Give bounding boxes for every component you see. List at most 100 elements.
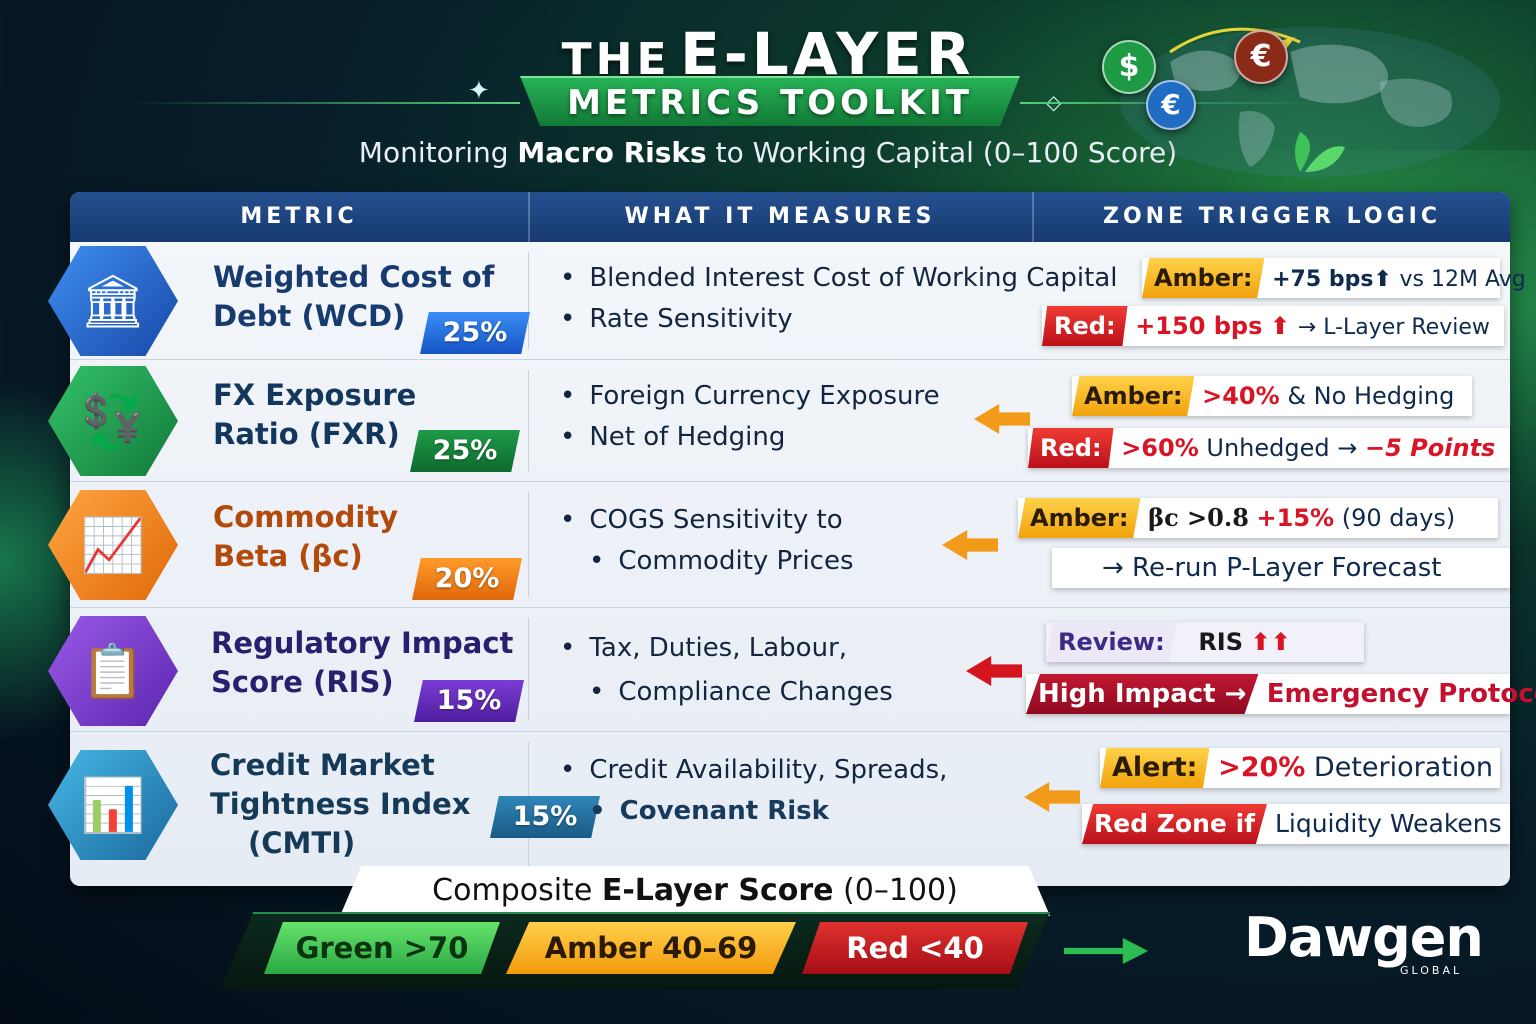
measure-item: Blended Interest Cost of Working Capital bbox=[560, 258, 1117, 299]
metric-name-fxr: FX Exposure Ratio (FXR) bbox=[213, 376, 416, 454]
header-separator bbox=[528, 192, 530, 242]
zone-red-cmti: Red Zone if Liquidity Weakens bbox=[1082, 804, 1510, 844]
ribbon-line-left bbox=[130, 102, 520, 104]
legend-amber: Amber 40–69 bbox=[506, 922, 796, 974]
metric-name-commodity: Commodity Beta (βc) bbox=[213, 498, 398, 576]
column-divider bbox=[528, 492, 529, 597]
brand-logo: Dawgen bbox=[1244, 906, 1484, 969]
table-header: METRIC WHAT IT MEASURES ZONE TRIGGER LOG… bbox=[70, 192, 1510, 242]
metric-name-line: Debt (WCD) bbox=[213, 299, 406, 333]
metric-name-line: Ratio (FXR) bbox=[213, 417, 400, 451]
measure-item: Rate Sensitivity bbox=[560, 299, 1117, 340]
table-row-ris: 📋 Regulatory Impact Score (RIS) 15% Tax,… bbox=[48, 608, 1536, 732]
legend-green: Green >70 bbox=[264, 922, 500, 974]
zone-text: vs 12M Avg bbox=[1399, 267, 1526, 292]
zone-value: +15% bbox=[1256, 504, 1335, 532]
zone-red-fxr: Red: >60% Unhedged → −5 Points bbox=[1028, 428, 1510, 468]
composite-pre: Composite bbox=[432, 873, 593, 908]
weight-badge-ris: 15% bbox=[414, 680, 524, 722]
zone-text: Deterioration bbox=[1313, 752, 1494, 783]
metric-name-line: Credit Market bbox=[210, 748, 435, 782]
zone-value: >20% bbox=[1218, 752, 1306, 783]
measures-list-cmti: Credit Availability, Spreads, Covenant R… bbox=[560, 750, 947, 832]
subtitle-post: to Working Capital (0–100 Score) bbox=[715, 136, 1178, 169]
metric-name-cmti: Credit Market Tightness Index (CMTI) bbox=[210, 746, 471, 863]
currency-exchange-icon: 💱 bbox=[48, 366, 178, 476]
subtitle-bold: Macro Risks bbox=[517, 136, 707, 169]
metric-name-line: FX Exposure bbox=[213, 378, 417, 412]
column-divider bbox=[528, 370, 529, 471]
zone-action-commodity: → Re-run P-Layer Forecast bbox=[1052, 548, 1510, 588]
zone-tag-red: Red: bbox=[1042, 306, 1128, 346]
measures-list-fxr: Foreign Currency Exposure Net of Hedging bbox=[560, 376, 939, 458]
zone-value: >40% bbox=[1202, 382, 1280, 410]
metric-name-wcd: Weighted Cost of Debt (WCD) bbox=[213, 258, 494, 336]
zone-tag-red: Red: bbox=[1028, 428, 1114, 468]
table-row-commodity: 📈 Commodity Beta (βc) 20% COGS Sensitivi… bbox=[48, 482, 1510, 608]
bank-coins-icon: 🏛 bbox=[48, 246, 178, 356]
table-row-cmti: 📊 Credit Market Tightness Index (CMTI) 1… bbox=[48, 732, 1510, 886]
weight-badge-wcd: 25% bbox=[420, 312, 530, 354]
composite-bold: E-Layer Score bbox=[601, 873, 834, 908]
zone-amber-wcd: Amber: +75 bps⬆ vs 12M Avg bbox=[1142, 258, 1526, 298]
subtitle: Monitoring Macro Risks to Working Capita… bbox=[0, 136, 1536, 169]
metric-name-line: Weighted Cost of bbox=[213, 260, 495, 294]
legend-red: Red <40 bbox=[802, 922, 1028, 974]
zone-tag-alert: Alert: bbox=[1100, 748, 1210, 788]
left-arrow-icon bbox=[942, 530, 998, 560]
metrics-table: METRIC WHAT IT MEASURES ZONE TRIGGER LOG… bbox=[48, 192, 1536, 886]
up-arrow-icon: ⬆ bbox=[1373, 267, 1392, 292]
zone-text: Liquidity Weakens bbox=[1274, 809, 1502, 838]
title-ribbon: METRICS TOOLKIT bbox=[520, 76, 1020, 126]
measure-item: Tax, Duties, Labour, bbox=[560, 626, 893, 670]
measures-list-commodity: COGS Sensitivity to Commodity Prices bbox=[560, 500, 854, 582]
right-arrow-icon: → bbox=[1337, 434, 1358, 462]
weight-badge-commodity: 20% bbox=[412, 558, 522, 600]
metric-name-line: Tightness Index bbox=[210, 787, 471, 821]
world-map-illustration: $ € € bbox=[1100, 22, 1500, 182]
zone-review-ris: Review: RIS ⬆⬆ bbox=[1046, 622, 1364, 662]
zone-high-ris: High Impact → Emergency Protocol bbox=[1026, 674, 1536, 714]
measure-item: Foreign Currency Exposure bbox=[560, 376, 939, 417]
column-divider bbox=[528, 618, 529, 721]
zone-text: & No Hedging bbox=[1287, 382, 1455, 410]
zone-red-wcd: Red: +150 bps ⬆ → L-Layer Review bbox=[1042, 306, 1504, 346]
metric-name-line: Regulatory Impact bbox=[211, 626, 514, 660]
left-arrow-icon bbox=[974, 404, 1030, 434]
zone-value: +75 bps bbox=[1272, 267, 1374, 292]
zone-tag-amber: Amber: bbox=[1018, 498, 1141, 538]
zone-tag-high-impact: High Impact → bbox=[1026, 674, 1259, 714]
metric-name-line: Beta (βc) bbox=[213, 539, 363, 573]
zone-text: → L-Layer Review bbox=[1297, 315, 1490, 340]
zone-text: → Re-run P-Layer Forecast bbox=[1102, 553, 1442, 583]
column-header-measures: WHAT IT MEASURES bbox=[624, 204, 936, 229]
measure-item: Credit Availability, Spreads, bbox=[560, 750, 947, 791]
zone-text: Unhedged bbox=[1206, 434, 1330, 462]
column-divider bbox=[528, 252, 529, 349]
brand-logo-sub: GLOBAL bbox=[1400, 964, 1463, 977]
metric-name-line: (CMTI) bbox=[248, 826, 356, 860]
measure-item: Compliance Changes bbox=[560, 670, 892, 714]
left-arrow-icon bbox=[1024, 782, 1080, 812]
zone-text: (90 days) bbox=[1341, 504, 1456, 532]
world-map-icon bbox=[1120, 27, 1500, 177]
composite-range: (0–100) bbox=[843, 873, 958, 908]
up-arrow-icon: ⬆ bbox=[1270, 312, 1291, 340]
zone-tag-red: Red Zone if bbox=[1082, 804, 1268, 844]
table-row-fxr: 💱 FX Exposure Ratio (FXR) 25% Foreign Cu… bbox=[48, 360, 1510, 482]
left-arrow-icon bbox=[966, 656, 1022, 686]
measure-item: COGS Sensitivity to bbox=[560, 500, 854, 541]
zone-text: Emergency Protocol bbox=[1266, 679, 1536, 709]
metric-name-line: Score (RIS) bbox=[211, 665, 394, 699]
zone-tag-amber: Amber: bbox=[1142, 258, 1265, 298]
subtitle-pre: Monitoring bbox=[358, 136, 509, 169]
column-header-metric: METRIC bbox=[240, 204, 358, 229]
euro-coin-blue-icon: € bbox=[1146, 80, 1196, 130]
measure-item: Covenant Risk bbox=[560, 791, 947, 832]
column-header-zone-logic: ZONE TRIGGER LOGIC bbox=[1103, 204, 1441, 229]
zone-value: +150 bps bbox=[1135, 312, 1263, 340]
right-arrow-icon bbox=[1064, 938, 1148, 964]
zone-value: βc >0.8 bbox=[1148, 503, 1249, 532]
measure-item: Commodity Prices bbox=[560, 541, 853, 582]
euro-coin-icon: € bbox=[1234, 30, 1288, 84]
